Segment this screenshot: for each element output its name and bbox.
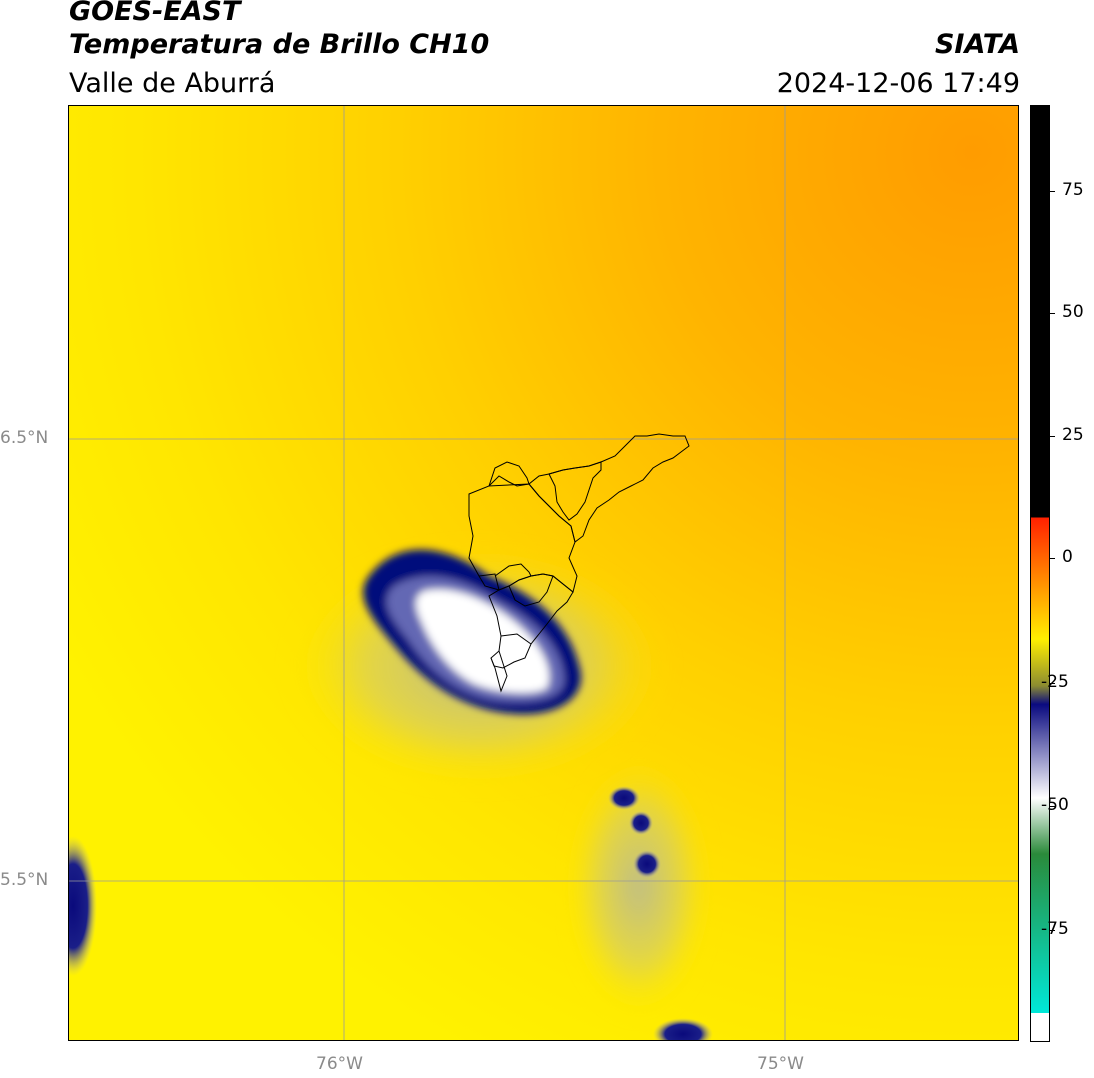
map-panel[interactable] (68, 105, 1019, 1041)
datetime-label: 2024-12-06 17:49 (776, 68, 1020, 99)
colorbar-tick (1050, 313, 1055, 314)
colorbar-label: 25 (1062, 425, 1084, 445)
temperature-map (69, 106, 1018, 1040)
lon-label-75w: 75°W (757, 1054, 804, 1074)
colorbar-tick (1050, 930, 1055, 931)
lat-label-6-5n: 6.5°N (0, 428, 49, 448)
colorbar-label: -25 (1041, 672, 1069, 692)
small-cloud (629, 811, 653, 835)
colorbar-label: -50 (1041, 795, 1069, 815)
colorbar (1030, 105, 1050, 1042)
lat-label-5-5n: 5.5°N (0, 870, 49, 890)
colorbar-label: -75 (1041, 919, 1069, 939)
small-cloud (608, 786, 640, 810)
lon-label-76w: 76°W (316, 1054, 363, 1074)
colorbar-label: 75 (1062, 180, 1084, 200)
colorbar-tick (1050, 558, 1055, 559)
colorbar-label: 0 (1062, 547, 1073, 567)
small-cloud (633, 850, 661, 878)
colorbar-tick (1050, 436, 1055, 437)
valley-boundaries (468, 433, 690, 693)
haze-area (569, 756, 709, 1016)
satellite-title: GOES-EAST (69, 0, 241, 27)
region-subtitle: Valle de Aburrá (69, 68, 276, 99)
small-cloud (653, 1018, 713, 1040)
agency-label: SIATA (934, 29, 1020, 60)
product-title: Temperatura de Brillo CH10 (69, 29, 490, 60)
graticule (69, 106, 1018, 1040)
colorbar-label: 50 (1062, 302, 1084, 322)
colorbar-tick (1050, 191, 1055, 192)
colorbar-tick (1050, 683, 1055, 684)
main-cloud (363, 549, 581, 715)
colorbar-tick (1050, 806, 1055, 807)
small-cloud (69, 836, 97, 976)
